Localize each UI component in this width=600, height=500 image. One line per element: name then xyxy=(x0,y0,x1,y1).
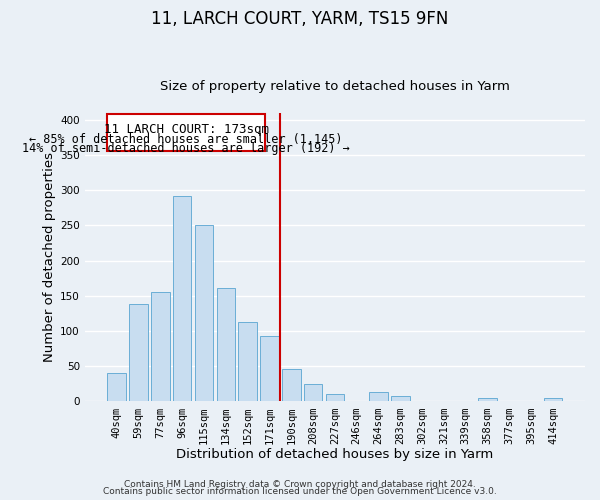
Text: 11, LARCH COURT, YARM, TS15 9FN: 11, LARCH COURT, YARM, TS15 9FN xyxy=(151,10,449,28)
Bar xyxy=(391,396,410,402)
Bar xyxy=(151,292,170,402)
Text: Contains public sector information licensed under the Open Government Licence v3: Contains public sector information licen… xyxy=(103,488,497,496)
Bar xyxy=(369,392,388,402)
Bar xyxy=(326,394,344,402)
X-axis label: Distribution of detached houses by size in Yarm: Distribution of detached houses by size … xyxy=(176,448,493,461)
Bar xyxy=(478,398,497,402)
Bar xyxy=(544,398,562,402)
Text: 14% of semi-detached houses are larger (192) →: 14% of semi-detached houses are larger (… xyxy=(22,142,350,156)
Bar xyxy=(107,374,126,402)
Title: Size of property relative to detached houses in Yarm: Size of property relative to detached ho… xyxy=(160,80,510,94)
Text: 11 LARCH COURT: 173sqm: 11 LARCH COURT: 173sqm xyxy=(104,124,269,136)
Bar xyxy=(130,304,148,402)
Bar xyxy=(260,336,279,402)
Bar xyxy=(304,384,322,402)
Y-axis label: Number of detached properties: Number of detached properties xyxy=(43,152,56,362)
Bar xyxy=(217,288,235,402)
FancyBboxPatch shape xyxy=(107,114,265,152)
Text: Contains HM Land Registry data © Crown copyright and database right 2024.: Contains HM Land Registry data © Crown c… xyxy=(124,480,476,489)
Bar xyxy=(282,369,301,402)
Text: ← 85% of detached houses are smaller (1,145): ← 85% of detached houses are smaller (1,… xyxy=(29,133,343,146)
Bar xyxy=(195,224,213,402)
Bar xyxy=(238,322,257,402)
Bar xyxy=(173,196,191,402)
